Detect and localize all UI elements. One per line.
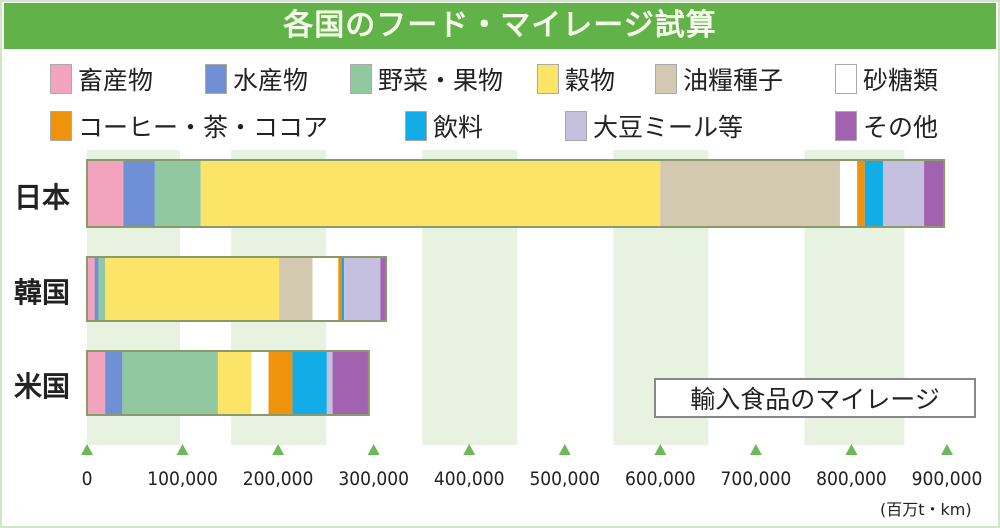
tick-label: 300,000 bbox=[338, 468, 409, 490]
legend-item: 穀物 bbox=[537, 61, 615, 97]
tick-label: 800,000 bbox=[816, 468, 887, 490]
legend-swatch bbox=[835, 64, 857, 94]
bar-segment bbox=[87, 160, 124, 227]
legend-label: 飲料 bbox=[433, 113, 484, 142]
annotation-box: 輸入食品のマイレージ bbox=[654, 378, 976, 418]
tick-label: 700,000 bbox=[721, 468, 792, 490]
legend-item: 大豆ミール等 bbox=[565, 108, 743, 144]
bar-segment bbox=[660, 160, 840, 227]
bar-segment bbox=[268, 351, 293, 415]
bar-segment bbox=[332, 351, 369, 415]
bar-segment bbox=[154, 160, 201, 227]
legend-item: 飲料 bbox=[405, 108, 483, 144]
legend-item: 砂糖類 bbox=[835, 61, 938, 97]
bar-segment bbox=[344, 257, 381, 321]
legend-label: 穀物 bbox=[565, 66, 616, 95]
bar-segment bbox=[87, 351, 106, 415]
bar-segment bbox=[882, 160, 925, 227]
category-label: 韓国 bbox=[14, 276, 71, 309]
tick-marker bbox=[845, 444, 858, 455]
tick-marker bbox=[463, 444, 476, 455]
tick-label: 0 bbox=[82, 468, 93, 490]
chart-title: 各国のフード・マイレージ試算 bbox=[4, 3, 996, 49]
legend-label: 砂糖類 bbox=[863, 66, 939, 95]
bar-segment bbox=[312, 257, 339, 321]
bar-segment bbox=[338, 257, 342, 321]
legend-item: 油糧種子 bbox=[655, 61, 783, 97]
legend-label: その他 bbox=[863, 113, 939, 142]
legend-swatch bbox=[205, 64, 227, 94]
bar-segment bbox=[864, 160, 883, 227]
legend-swatch bbox=[537, 64, 559, 94]
bar-segment bbox=[292, 351, 327, 415]
tick-marker bbox=[558, 444, 571, 455]
legend-label: コーヒー・茶・ココア bbox=[78, 113, 329, 142]
legend-swatch bbox=[50, 64, 72, 94]
tick-marker bbox=[654, 444, 667, 455]
tick-marker bbox=[176, 444, 189, 455]
legend-label: 野菜・果物 bbox=[378, 66, 504, 95]
legend-swatch bbox=[565, 111, 587, 141]
bar-segment bbox=[839, 160, 858, 227]
legend-swatch bbox=[835, 111, 857, 141]
legend-label: 大豆ミール等 bbox=[593, 113, 744, 142]
legend-swatch bbox=[350, 64, 372, 94]
legend-label: 油糧種子 bbox=[683, 66, 784, 95]
category-label: 米国 bbox=[14, 370, 71, 403]
bar-segment bbox=[380, 257, 387, 321]
bar-segment bbox=[200, 160, 661, 227]
tick-label: 900,000 bbox=[912, 468, 983, 490]
tick-marker bbox=[81, 444, 93, 455]
bar-segment bbox=[326, 351, 333, 415]
legend-swatch bbox=[655, 64, 677, 94]
tick-label: 100,000 bbox=[147, 468, 218, 490]
bar-segment bbox=[341, 257, 345, 321]
bar-segment bbox=[98, 257, 106, 321]
bar-segment bbox=[924, 160, 945, 227]
bar-segment bbox=[122, 351, 218, 415]
tick-marker bbox=[272, 444, 285, 455]
tick-label: 400,000 bbox=[434, 468, 505, 490]
legend-swatch bbox=[405, 111, 427, 141]
bar-segment bbox=[94, 257, 99, 321]
bar-segment bbox=[279, 257, 313, 321]
legend-item: 野菜・果物 bbox=[350, 61, 503, 97]
bar-segment bbox=[217, 351, 252, 415]
tick-label: 500,000 bbox=[529, 468, 600, 490]
bar-segment bbox=[105, 257, 280, 321]
tick-label: 200,000 bbox=[243, 468, 314, 490]
bar-segment bbox=[857, 160, 865, 227]
bar-outline bbox=[86, 350, 370, 416]
bar-outline bbox=[86, 256, 388, 322]
tick-marker bbox=[749, 444, 762, 455]
bar-segment bbox=[105, 351, 123, 415]
legend-label: 畜産物 bbox=[78, 66, 154, 95]
legend-swatch bbox=[50, 111, 72, 141]
bar-segment bbox=[123, 160, 155, 227]
tick-label: 600,000 bbox=[625, 468, 696, 490]
bar-segment bbox=[251, 351, 269, 415]
legend-item: コーヒー・茶・ココア bbox=[50, 108, 328, 144]
legend-item: その他 bbox=[835, 108, 938, 144]
legend-label: 水産物 bbox=[233, 66, 309, 95]
legend-item: 水産物 bbox=[205, 61, 308, 97]
tick-marker bbox=[367, 444, 380, 455]
bar-segment bbox=[87, 257, 95, 321]
legend-item: 畜産物 bbox=[50, 61, 153, 97]
tick-marker bbox=[941, 444, 953, 455]
bar-outline bbox=[86, 159, 946, 228]
category-label: 日本 bbox=[14, 180, 71, 214]
unit-label: (百万t・km) bbox=[880, 500, 972, 519]
